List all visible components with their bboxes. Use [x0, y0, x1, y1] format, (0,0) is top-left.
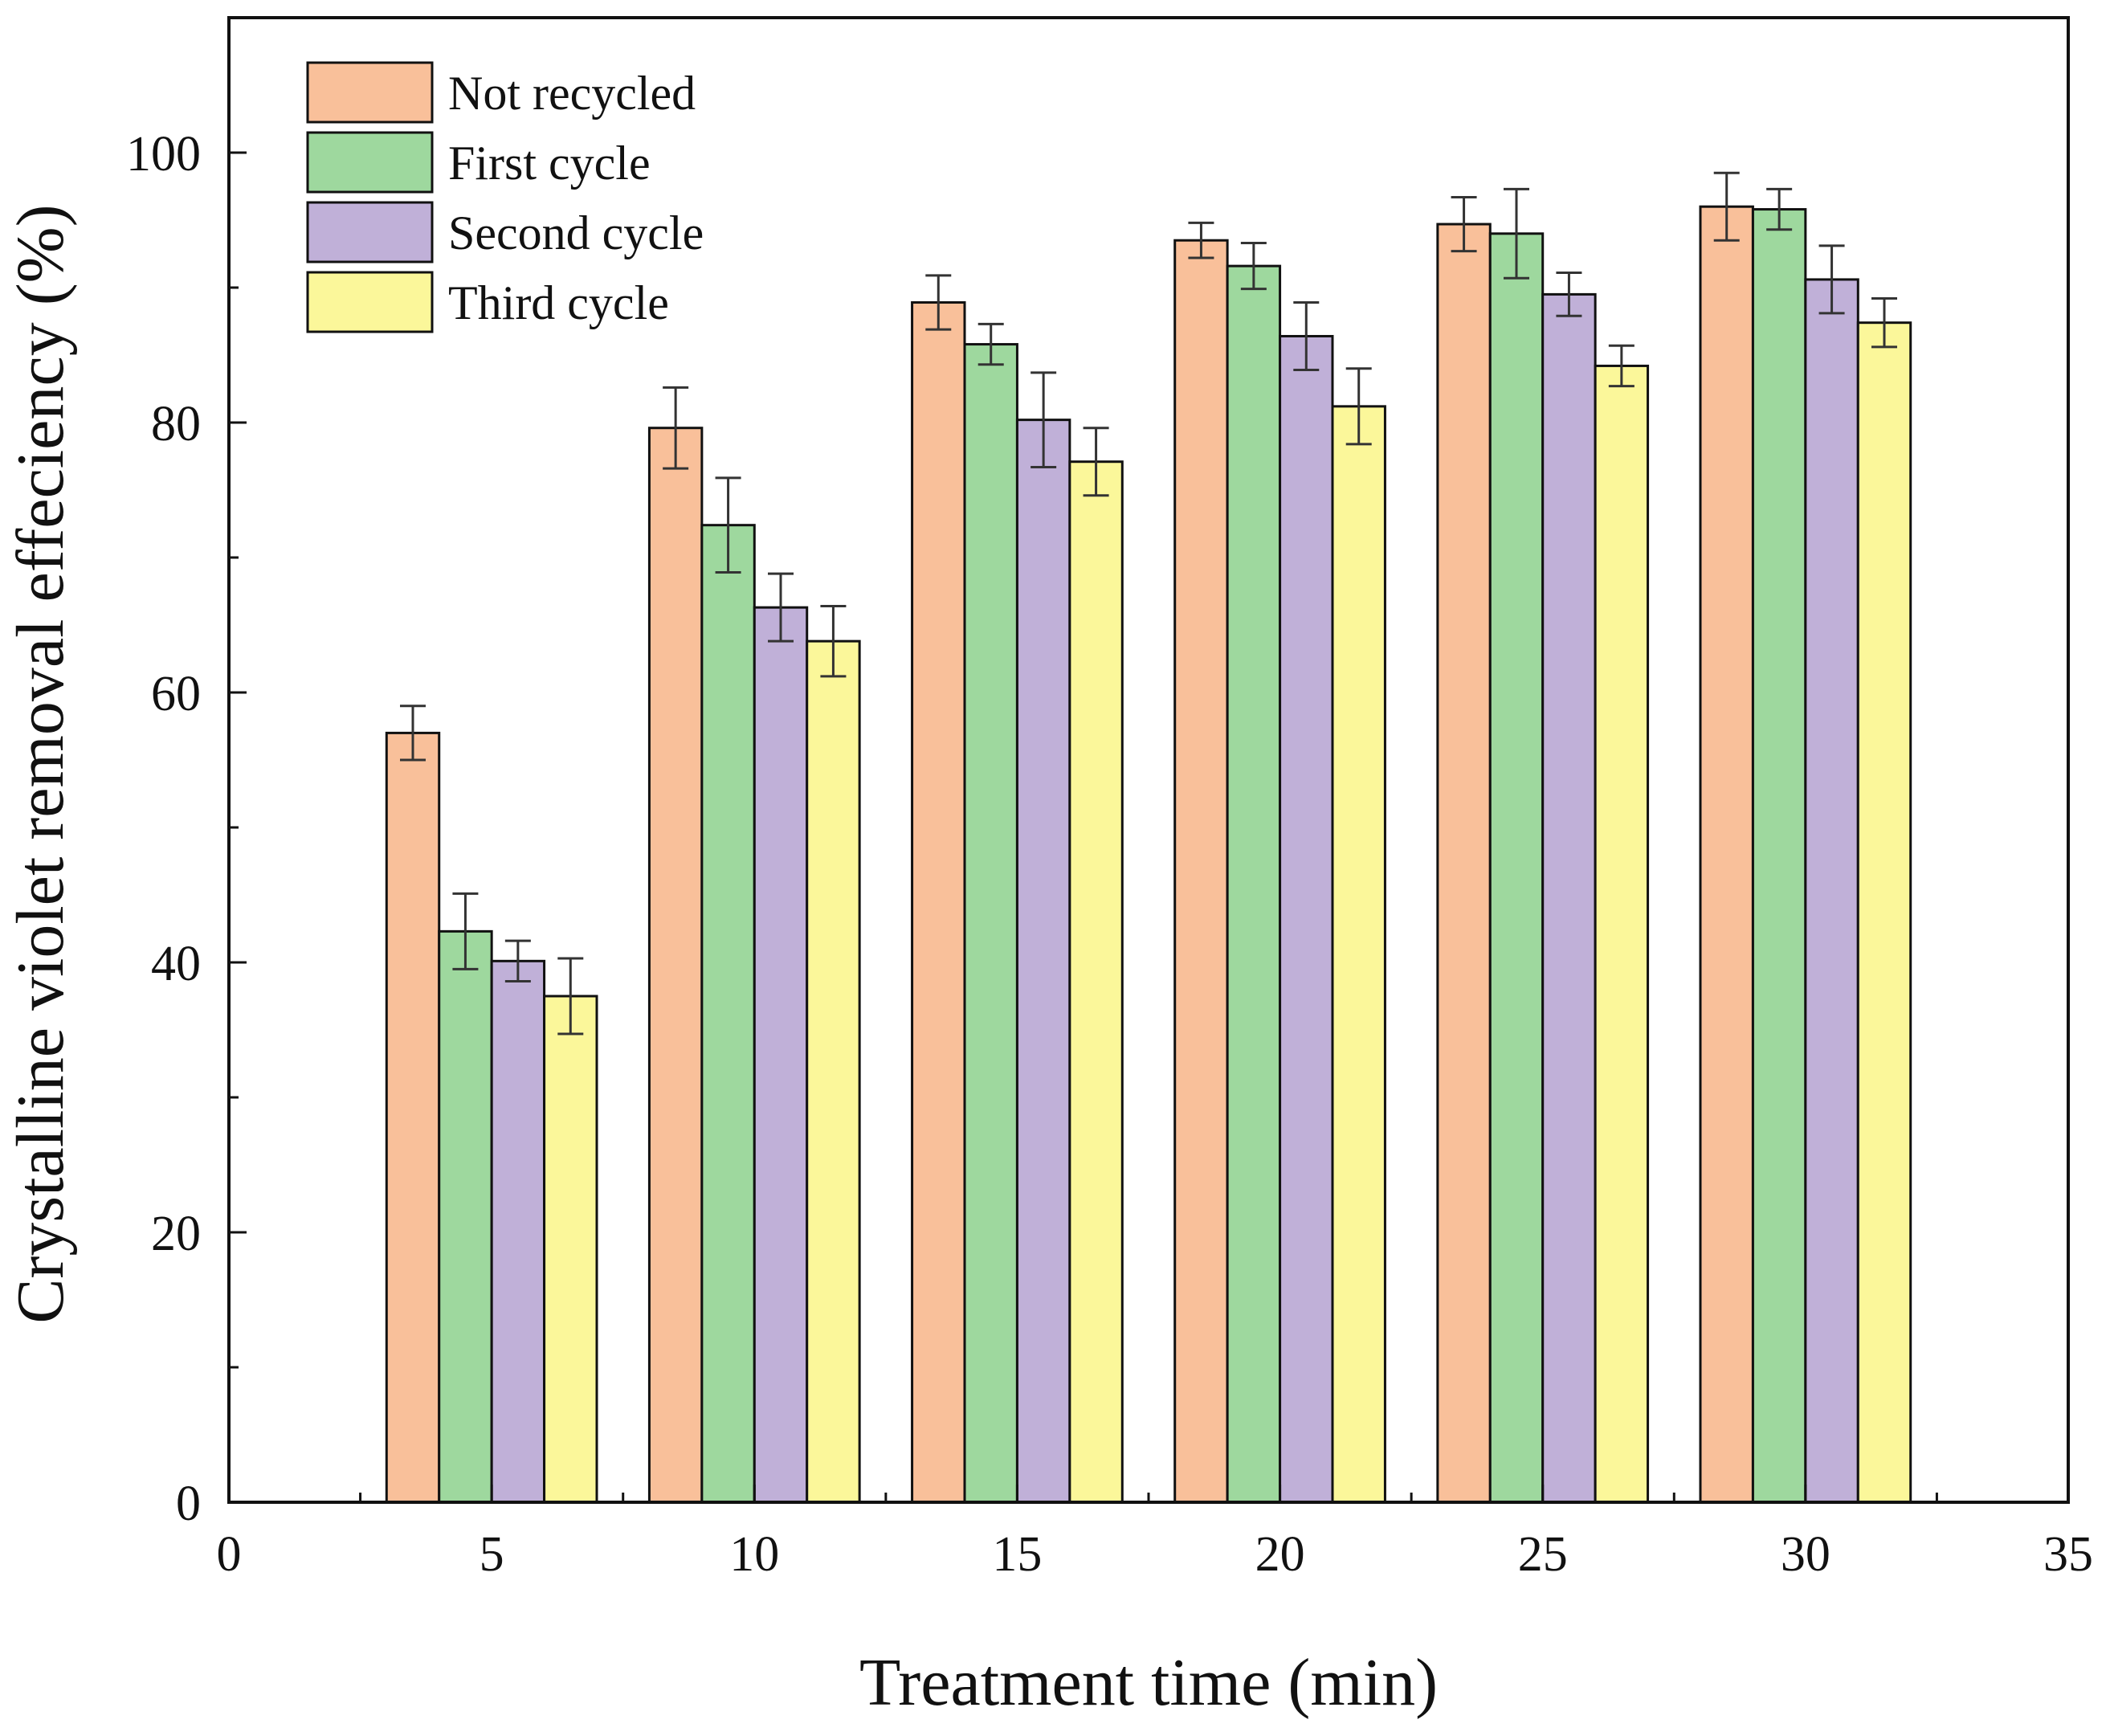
y-tick-label: 20 — [151, 1207, 201, 1261]
bar — [1015, 419, 1071, 1504]
x-tick-label: 35 — [2043, 1527, 2093, 1582]
x-tick-label: 0 — [217, 1527, 242, 1582]
bar — [963, 343, 1018, 1504]
bar — [438, 929, 493, 1504]
legend-swatch — [306, 201, 434, 263]
bar — [1541, 292, 1597, 1504]
ticks-layer: 0 5 10 15 20 25 30 35 0 20 40 60 80 100 — [126, 127, 2093, 1582]
bar — [385, 731, 441, 1504]
legend-label: Second cycle — [448, 206, 704, 259]
bar — [806, 639, 861, 1504]
legend-label: Third cycle — [448, 276, 669, 329]
y-tick-label: 40 — [151, 937, 201, 991]
error-bars-layer — [400, 171, 1897, 1035]
bar — [753, 606, 809, 1504]
bar — [1804, 278, 1859, 1504]
legend-swatch — [306, 131, 434, 194]
legend-label: First cycle — [448, 137, 651, 190]
bar — [1068, 460, 1124, 1504]
x-axis-title: Treatment time (min) — [859, 1645, 1438, 1720]
bar — [647, 427, 704, 1504]
legend-swatch — [306, 271, 434, 333]
x-tick-label: 30 — [1781, 1527, 1830, 1582]
y-tick-label: 60 — [151, 667, 201, 721]
legend-swatch — [306, 61, 434, 124]
bar — [1751, 208, 1807, 1504]
y-tick-label: 100 — [126, 127, 201, 182]
x-tick-label: 25 — [1518, 1527, 1568, 1582]
x-tick-label: 20 — [1255, 1527, 1305, 1582]
bar — [490, 959, 546, 1504]
x-tick-label: 15 — [992, 1527, 1042, 1582]
y-axis-title: Crystalline violet removal effeciency (%… — [3, 204, 78, 1323]
bar — [1488, 232, 1545, 1504]
bar — [1331, 405, 1386, 1504]
bar — [1594, 364, 1650, 1504]
legend: Not recycled First cycle Second cycle Third… — [306, 61, 704, 333]
bar — [911, 300, 966, 1504]
bar — [1856, 321, 1912, 1504]
bar — [1279, 334, 1334, 1504]
legend-label: Not recycled — [448, 67, 696, 120]
bar — [1226, 264, 1282, 1504]
bar — [1173, 239, 1229, 1504]
y-tick-label: 80 — [151, 397, 201, 451]
bars-layer — [385, 205, 1912, 1504]
bar — [1436, 223, 1492, 1504]
bar — [700, 524, 756, 1504]
bar — [543, 995, 598, 1504]
bar — [1699, 205, 1754, 1504]
x-tick-label: 10 — [729, 1527, 779, 1582]
x-tick-label: 5 — [480, 1527, 504, 1582]
y-tick-label: 0 — [176, 1477, 201, 1531]
